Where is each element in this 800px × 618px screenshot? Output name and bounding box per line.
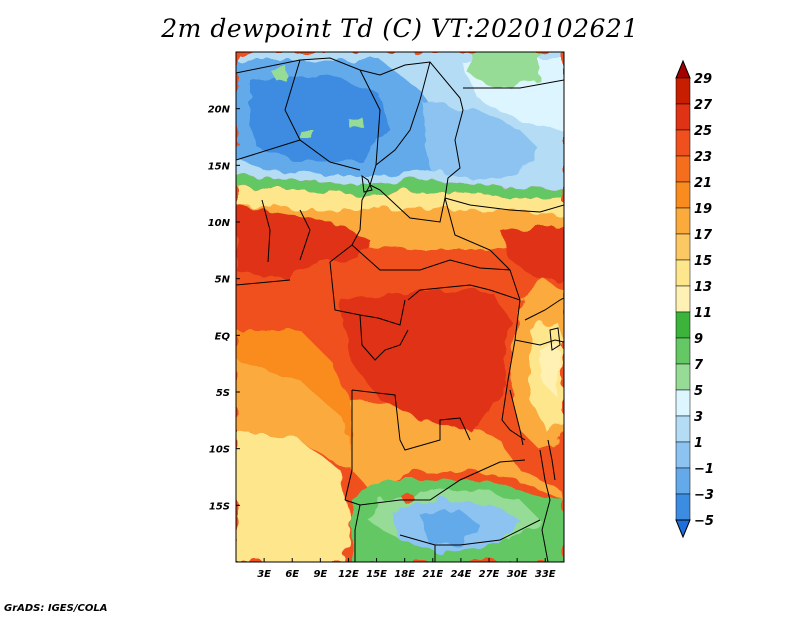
- sahara-green-edge: [236, 175, 564, 200]
- x-tick-label: 6E: [285, 569, 299, 580]
- colorbar-label: 19: [694, 202, 712, 217]
- colorbar-segment: [675, 311, 691, 339]
- east-red-area: [500, 225, 564, 280]
- colorbar-label: 27: [694, 98, 713, 113]
- x-tick-label: 9E: [313, 569, 327, 580]
- sahara-green-spots-2: [350, 115, 365, 130]
- x-tick-label: 12E: [338, 569, 359, 580]
- colorbar-label: 17: [694, 228, 713, 243]
- colorbar-label: 11: [694, 306, 712, 321]
- sahara-mid-blue: [420, 100, 540, 178]
- lake-tanganyika: [509, 389, 524, 446]
- east-africa-lightyellow: [540, 345, 564, 395]
- colorbar-segment: [675, 103, 691, 131]
- west-africa-red: [236, 205, 370, 280]
- congo-basin-area: [340, 290, 510, 430]
- colorbar-label: −3: [694, 488, 714, 503]
- x-axis-ticks: 3E 6E 9E 12E 15E 18E 21E 24E 27E 30E 33E: [257, 558, 556, 580]
- lake-chad: [361, 174, 373, 193]
- x-tick-label: 30E: [507, 569, 528, 580]
- sahel-yellow-belt: [236, 185, 564, 215]
- sahara-darkblue-west: [250, 75, 390, 160]
- colorbar-label: 13: [694, 280, 712, 295]
- map-title: 2m dewpoint Td (C) VT:2020102621: [161, 14, 639, 43]
- colorbar-segment: [675, 389, 691, 417]
- colorbar-segment: [675, 441, 691, 469]
- footer-credit: GrADS: IGES/COLA: [4, 603, 108, 614]
- x-tick-label: 3E: [257, 569, 271, 580]
- sw-coast-orange: [236, 330, 370, 470]
- zambia-deepblue-area: [420, 510, 480, 545]
- colorbar-segment: [675, 181, 691, 209]
- colorbar-segment: [675, 493, 691, 521]
- x-tick-label: 27E: [479, 569, 500, 580]
- colorbar-segment: [675, 155, 691, 183]
- lake-victoria: [549, 327, 561, 351]
- colorbar-label: 1: [694, 436, 703, 451]
- political-borders: [236, 57, 564, 562]
- map-frame: [235, 51, 565, 563]
- colorbar-label: 15: [694, 254, 712, 269]
- y-tick-label: 5S: [216, 388, 230, 399]
- y-tick-label: 5N: [215, 275, 231, 286]
- sahara-ne-green: [470, 52, 540, 90]
- colorbar-label: 29: [694, 72, 712, 87]
- colorbar-segment: [675, 259, 691, 287]
- x-tick-label: 24E: [451, 569, 472, 580]
- y-axis-ticks: 20N 15N 10N 5N EQ 5S 10S 15S: [208, 105, 240, 512]
- lake-malawi: [547, 439, 556, 481]
- colorbar-segment: [675, 233, 691, 261]
- colorbar-label: 9: [694, 332, 703, 347]
- colorbar-segment: [675, 467, 691, 495]
- colorbar-label: 25: [694, 124, 712, 139]
- colorbar-label: −5: [694, 514, 714, 529]
- colorbar-label: 5: [694, 384, 703, 399]
- x-tick-label: 21E: [422, 569, 443, 580]
- sw-orange-area: [236, 360, 356, 470]
- colorbar-segment: [675, 77, 691, 105]
- colorbar-segment: [675, 415, 691, 443]
- y-tick-label: 20N: [208, 105, 231, 116]
- colorbar-segment: [675, 129, 691, 157]
- x-tick-label: 15E: [366, 569, 387, 580]
- colorbar-label: 7: [694, 358, 704, 373]
- colorbar-segment: [675, 337, 691, 365]
- colorbar-bottom-arrow: [675, 519, 691, 539]
- lakes: [361, 174, 561, 481]
- sahara-green-spots: [270, 65, 290, 82]
- sahara-green-spots-3: [300, 128, 314, 140]
- y-tick-label: 15S: [209, 501, 230, 512]
- y-tick-label: EQ: [215, 331, 231, 342]
- colorbar-label: 21: [694, 176, 712, 191]
- y-tick-label: 15N: [208, 161, 231, 172]
- angola-orange-area: [352, 400, 564, 500]
- colorbar-label: −1: [694, 462, 714, 477]
- dewpoint-field: [236, 52, 564, 562]
- colorbar-segment: [675, 285, 691, 313]
- colorbar: 29 27 25 23 21 19 17 15 13 11 9 7 5 3 1 −1 −3 −5: [675, 59, 714, 539]
- y-tick-label: 10S: [209, 445, 230, 456]
- x-tick-label: 33E: [535, 569, 556, 580]
- colorbar-top-arrow: [675, 59, 691, 79]
- x-tick-label: 18E: [394, 569, 415, 580]
- colorbar-label: 3: [694, 410, 703, 425]
- colorbar-label: 23: [694, 150, 712, 165]
- sw-low-dewpoint-area: [236, 430, 352, 562]
- y-tick-label: 10N: [208, 218, 231, 229]
- colorbar-segment: [675, 363, 691, 391]
- colorbar-segment: [675, 207, 691, 235]
